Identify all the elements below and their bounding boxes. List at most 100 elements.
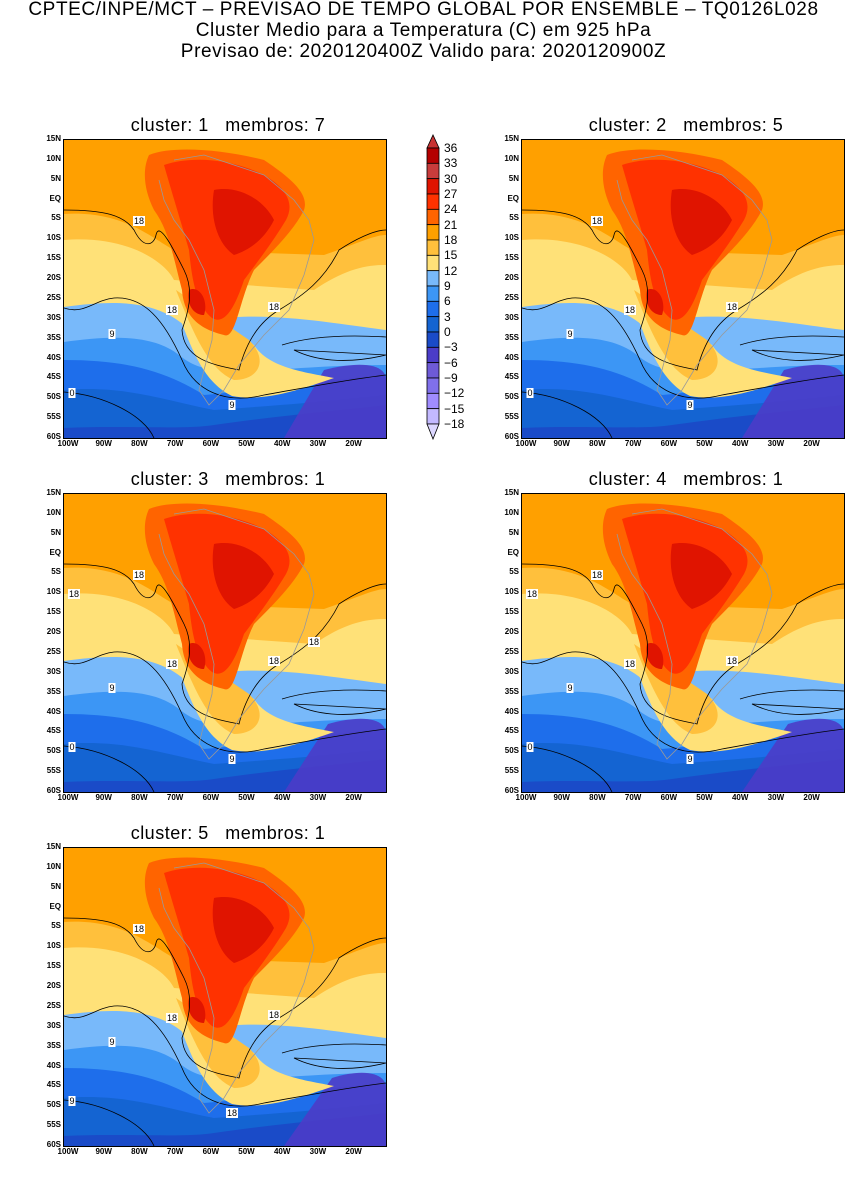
lat-tick-label: 60S — [46, 1140, 61, 1149]
colorbar-label: 12 — [444, 263, 458, 278]
temperature-band — [284, 718, 386, 792]
lon-tick-label: 70W — [624, 439, 642, 448]
lon-tick-label: 80W — [131, 793, 148, 802]
colorbar-label: 18 — [444, 233, 458, 247]
lat-tick-label: EQ — [507, 547, 519, 557]
continent-hottest-region — [188, 189, 274, 315]
lon-tick-label: 80W — [131, 439, 148, 448]
colorbar-label: −3 — [444, 340, 458, 355]
forecast-dates: Previsao de: 2020120400Z Valido para: 20… — [180, 41, 667, 62]
membros-label: membros: — [225, 823, 310, 843]
contour-label: 18 — [225, 1108, 239, 1118]
colorbar-swatch — [426, 147, 440, 164]
colorbar-swatch — [426, 162, 440, 180]
colorbar-swatch — [426, 377, 440, 394]
lat-tick-label: 25S — [504, 292, 519, 302]
lon-tick-label: 60W — [660, 793, 678, 802]
lon-tick-label: 90W — [95, 439, 112, 448]
colorbar-label: 3 — [444, 309, 451, 324]
lon-tick-label: 70W — [624, 793, 642, 802]
contour-label: 18 — [267, 656, 281, 666]
temperature-map: 18 18 18 9 9 18 — [63, 847, 387, 1147]
contour-label: 9 — [228, 400, 236, 410]
coastline — [616, 508, 773, 760]
colorbar-label: 6 — [444, 294, 451, 309]
lon-tick-label: 40W — [731, 439, 749, 448]
colorbar-swatch — [426, 193, 440, 210]
contour-label: 18 — [725, 656, 739, 666]
contour-label: 18 — [725, 302, 739, 312]
contour-label: 18 — [165, 659, 179, 669]
colorbar-label: −12 — [444, 386, 465, 401]
cluster-label: cluster: — [130, 823, 193, 843]
lat-tick-label: 10N — [46, 153, 61, 163]
lat-tick-label: 35S — [46, 332, 61, 342]
lat-tick-label: 55S — [46, 412, 61, 422]
lat-tick-label: 10S — [46, 233, 61, 243]
lon-tick-label: 50W — [696, 793, 713, 802]
lon-tick-label: 50W — [696, 439, 713, 448]
contour-label: 9 — [108, 1037, 116, 1047]
coastline — [616, 154, 773, 406]
colorbar-label: −18 — [444, 417, 465, 431]
lon-tick-label: 50W — [238, 439, 255, 448]
lon-tick-label: 20W — [345, 1147, 362, 1156]
lat-tick-label: 55S — [504, 412, 519, 422]
continent-hottest-region — [646, 543, 732, 669]
lon-tick-label: 30W — [309, 439, 327, 448]
lat-tick-label: 30S — [46, 312, 61, 322]
contour-label: 9 — [108, 329, 116, 339]
map-panel-cluster-1: cluster: 1 membros: 7 15N 10N 5N EQ 5S 10S 15S 2… — [5, 115, 387, 479]
colorbar-label: −15 — [444, 401, 465, 416]
lat-tick-label: 5N — [50, 881, 61, 891]
lat-tick-label: EQ — [507, 193, 519, 203]
membros-count: 7 — [314, 115, 326, 135]
contour-label: 18 — [132, 216, 146, 226]
lat-tick-label: 5N — [508, 527, 519, 537]
contour-label: 0 — [526, 742, 534, 752]
coastline — [158, 508, 315, 760]
contour-label: 9 — [686, 754, 694, 764]
lat-tick-label: 55S — [46, 1120, 61, 1130]
membros-count: 1 — [772, 469, 784, 489]
lat-tick-label: 45S — [46, 726, 61, 736]
lon-tick-label: 100W — [57, 793, 79, 802]
colorbar-swatch — [426, 270, 440, 287]
contour-label: 18 — [165, 1013, 179, 1023]
lat-tick-label: 40S — [504, 706, 519, 716]
lat-tick-label: 15N — [46, 488, 61, 497]
membros-label: membros: — [683, 115, 768, 135]
contour-label: 9 — [68, 1096, 76, 1106]
lat-tick-label: 35S — [46, 686, 61, 696]
colorbar-under-triangle — [426, 423, 440, 441]
colorbar-swatch — [426, 178, 440, 195]
membros-label: membros: — [683, 469, 768, 489]
lat-tick-label: 15S — [46, 253, 61, 263]
continent-hottest-region — [188, 897, 274, 1023]
panel-title: cluster: 3 membros: 1 — [63, 469, 393, 490]
lat-tick-label: 10S — [46, 587, 61, 597]
panel-title: cluster: 4 membros: 1 — [521, 469, 847, 490]
contour-lines — [64, 917, 386, 1146]
lat-tick-label: 60S — [504, 432, 519, 441]
lat-tick-label: EQ — [49, 547, 61, 557]
contour-label: 18 — [132, 570, 146, 580]
colorbar-swatch — [426, 316, 440, 333]
panel-title: cluster: 5 membros: 1 — [63, 823, 393, 844]
colorbar-label: 15 — [444, 248, 458, 263]
lon-tick-label: 80W — [131, 1147, 148, 1156]
lon-tick-label: 100W — [57, 1147, 79, 1156]
lat-tick-label: 15S — [504, 607, 519, 617]
lat-tick-label: 20S — [46, 273, 61, 283]
lat-tick-label: 15N — [504, 488, 519, 497]
lat-tick-label: 35S — [504, 332, 519, 342]
temperature-band — [284, 1072, 386, 1146]
coastline — [158, 154, 315, 406]
contour-label: 18 — [590, 216, 604, 226]
colorbar-swatch — [426, 346, 440, 364]
contour-label: 9 — [686, 400, 694, 410]
panel-title: cluster: 1 membros: 7 — [63, 115, 393, 136]
colorbar-label: 33 — [444, 156, 458, 171]
contour-label: 18 — [525, 589, 539, 599]
lat-tick-label: 25S — [46, 292, 61, 302]
